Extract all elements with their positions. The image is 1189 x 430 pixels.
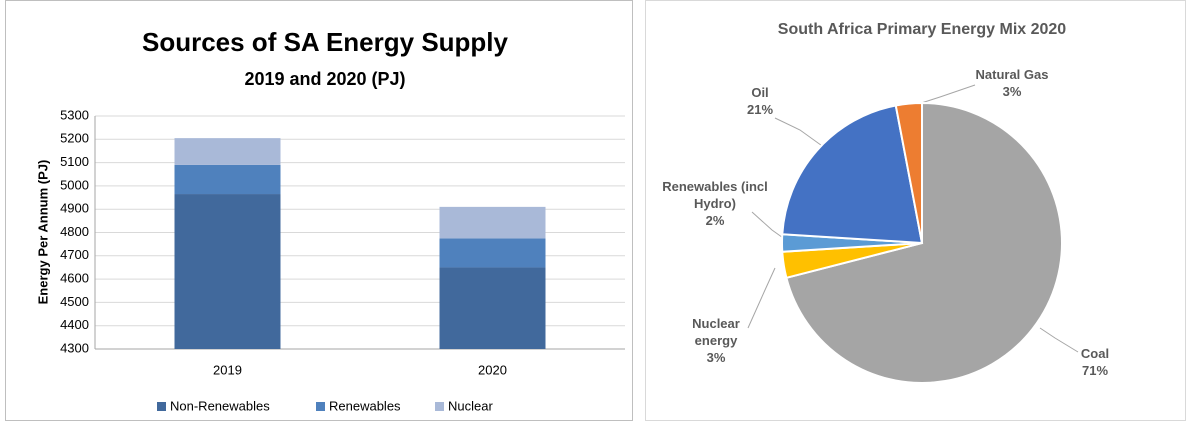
pie-label: Natural Gas 3% [962, 66, 1062, 100]
chart-title: Sources of SA Energy Supply [142, 27, 509, 57]
y-tick-label: 5200 [60, 131, 89, 146]
pie-label: Coal 71% [1055, 345, 1135, 379]
legend-swatch [435, 402, 444, 411]
pie-slice [781, 104, 924, 245]
bar-segment [439, 267, 546, 349]
pie-label-name: Nuclear energy [692, 316, 740, 348]
x-tick-label: 2019 [213, 362, 242, 377]
bar-segment [174, 138, 281, 165]
pie-label-name: Coal [1080, 346, 1110, 361]
pie-title: South Africa Primary Energy Mix 2020 [778, 21, 1067, 38]
bar-segment [174, 164, 281, 195]
bar-segment [439, 206, 546, 239]
chart-subtitle: 2019 and 2020 (PJ) [244, 69, 405, 89]
pie-label-value: 21% [746, 102, 774, 117]
pie-label-value: 2% [705, 213, 725, 228]
pie-label-value: 3% [706, 350, 726, 365]
legend-label: Nuclear [448, 398, 493, 413]
pie-label-name: Renewables (incl Hydro) [662, 179, 768, 211]
y-tick-label: 4800 [60, 224, 89, 239]
pie-label: Renewables (incl Hydro) 2% [660, 178, 770, 229]
pie-slice [785, 101, 1063, 384]
pie-label: Nuclear energy 3% [680, 315, 752, 366]
bar-segment [439, 238, 546, 268]
pie-label: Oil 21% [730, 84, 790, 118]
bar-segment [174, 194, 281, 349]
legend-swatch [316, 402, 325, 411]
y-tick-label: 4600 [60, 271, 89, 286]
legend-swatch [157, 402, 166, 411]
y-tick-label: 4300 [60, 340, 89, 355]
legend-label: Non-Renewables [170, 398, 270, 413]
y-tick-label: 5000 [60, 177, 89, 192]
y-tick-label: 4900 [60, 201, 89, 216]
x-tick-label: 2020 [478, 362, 507, 377]
pie-slice [894, 101, 923, 244]
left-panel-border [5, 0, 633, 421]
y-tick-label: 5300 [60, 107, 89, 122]
pie-label-value: 3% [1002, 84, 1022, 99]
right-panel-border [645, 0, 1186, 421]
leader-line [747, 267, 776, 329]
y-tick-label: 4500 [60, 294, 89, 309]
y-tick-label: 5100 [60, 154, 89, 169]
pie-label-value: 71% [1081, 363, 1109, 378]
pie-label-name: Natural Gas [975, 67, 1049, 82]
legend-label: Renewables [329, 398, 401, 413]
pie-label-name: Oil [751, 85, 769, 100]
y-axis-label: Energy Per Annum (PJ) [35, 160, 50, 305]
y-tick-label: 4700 [60, 247, 89, 262]
y-tick-label: 4400 [60, 317, 89, 332]
leader-line [1039, 327, 1079, 353]
leader-line [774, 117, 826, 149]
